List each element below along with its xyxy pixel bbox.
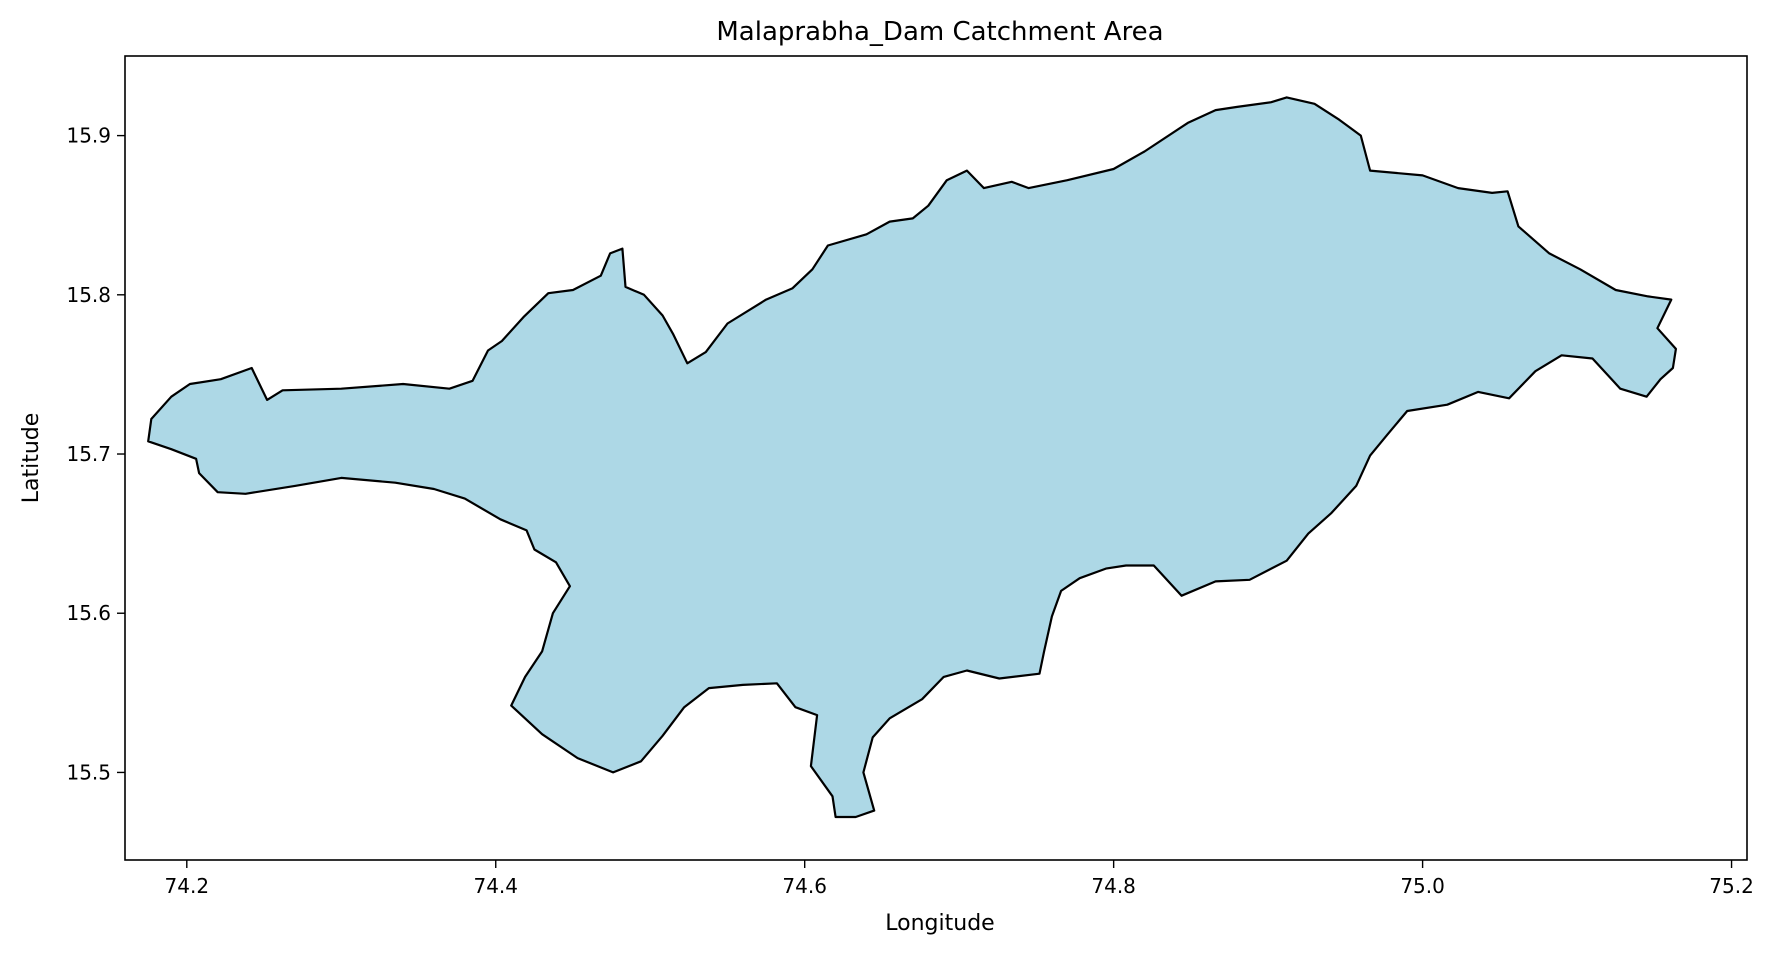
plot-frame — [124, 55, 1748, 861]
catchment-area-polygon — [147, 96, 1678, 819]
x-tick-label: 75.0 — [1400, 874, 1445, 898]
y-tick-label: 15.6 — [66, 601, 111, 625]
x-tick-label: 74.8 — [1091, 874, 1136, 898]
y-tick-label: 15.7 — [66, 442, 111, 466]
y-tick-label: 15.9 — [66, 124, 111, 148]
x-axis-label: Longitude — [885, 911, 994, 936]
x-tick-label: 75.2 — [1709, 874, 1754, 898]
x-tick-label: 74.6 — [782, 874, 827, 898]
x-axis: 74.2 74.4 74.6 74.8 75.0 75.2 — [165, 860, 1754, 898]
y-axis-label: Latitude — [19, 413, 44, 504]
y-axis: 15.5 15.6 15.7 15.8 15.9 — [66, 124, 125, 784]
x-tick-label: 74.2 — [165, 874, 210, 898]
y-tick-label: 15.5 — [66, 760, 111, 784]
chart-title: Malaprabha_Dam Catchment Area — [716, 17, 1163, 47]
x-tick-label: 74.4 — [473, 874, 518, 898]
y-tick-label: 15.8 — [66, 283, 111, 307]
plot-area — [147, 96, 1678, 819]
